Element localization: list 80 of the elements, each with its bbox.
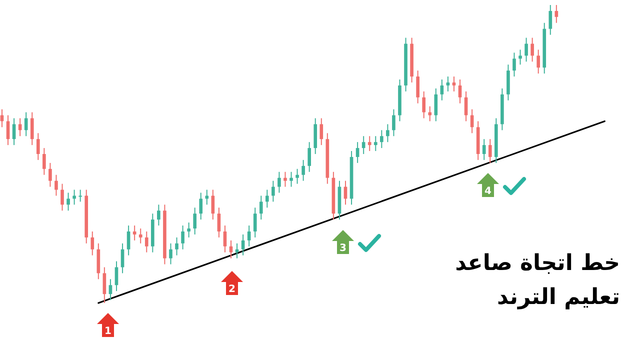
candlestick [138,228,142,244]
candlestick [199,192,203,220]
candlestick [36,132,40,160]
candlestick [6,114,10,146]
candlestick [272,180,275,202]
candlestick [386,124,390,143]
candlestick [223,225,227,253]
candlestick [464,90,468,122]
candlestick [18,118,22,137]
candlestick [253,207,257,238]
candlestick [416,70,420,104]
candlestick [90,230,94,256]
candlestick [102,266,106,304]
candlestick [48,162,52,188]
candlestick [512,52,516,78]
candlestick [181,225,184,250]
candlestick [157,204,160,226]
candlestick [524,37,528,62]
candlestick [229,240,233,259]
candlestick [440,79,444,101]
candlestick [54,174,58,196]
annotation: 3 [340,243,347,254]
candlestick [235,242,239,259]
annotation: خط اتجاة صاعد [455,251,620,276]
candlestick [428,106,432,122]
candlestick [488,138,492,164]
annotation: 2 [228,284,236,295]
candlestick [169,242,172,265]
candlestick [211,189,215,220]
candlestick [72,189,76,206]
candlestick [175,236,178,256]
text: 1 [104,326,112,337]
candlestick [247,225,251,247]
candlestick [241,234,245,256]
candlestick [548,4,552,36]
candlestick [193,207,196,235]
candlestick [126,225,130,256]
candlestick [278,171,281,194]
candlestick [434,88,438,122]
candlestick [392,108,396,137]
candlestick [30,112,34,146]
annotation: 4 [484,186,492,197]
candlestick [12,118,16,146]
candlestick [302,159,305,182]
candlestick [506,64,510,101]
candlestick [452,76,456,92]
candlestick [308,142,311,172]
candlestick [314,118,318,154]
candlestick [42,148,46,176]
candlestick [114,260,118,292]
candlestick [374,136,378,152]
candlestick [205,189,209,206]
candlestick [144,230,148,253]
candlestick [66,192,70,212]
candlestick [554,4,558,24]
annotation: تعليم الترند [497,285,620,310]
candlestick [132,225,136,241]
candlestick [458,79,462,104]
candlestick [536,49,540,74]
candlestick [368,136,372,152]
candlestick [320,118,324,146]
candlestick [446,76,450,92]
candlestick [530,37,534,62]
candlestick [78,189,82,202]
candlestick [362,136,366,154]
candlestick [356,142,360,164]
candlestick [259,195,263,220]
candlestick [482,138,486,160]
candlestick [380,130,384,149]
candlestick [108,278,112,301]
candlestick [24,112,28,137]
candlestick [217,207,221,238]
candlestick [265,189,269,208]
candlestick [518,49,522,66]
candlestick [187,222,190,238]
candlestick [284,171,287,188]
candlestick [60,183,64,212]
candlestick [290,171,293,188]
candlestick [422,90,426,119]
candlestick [296,168,299,184]
